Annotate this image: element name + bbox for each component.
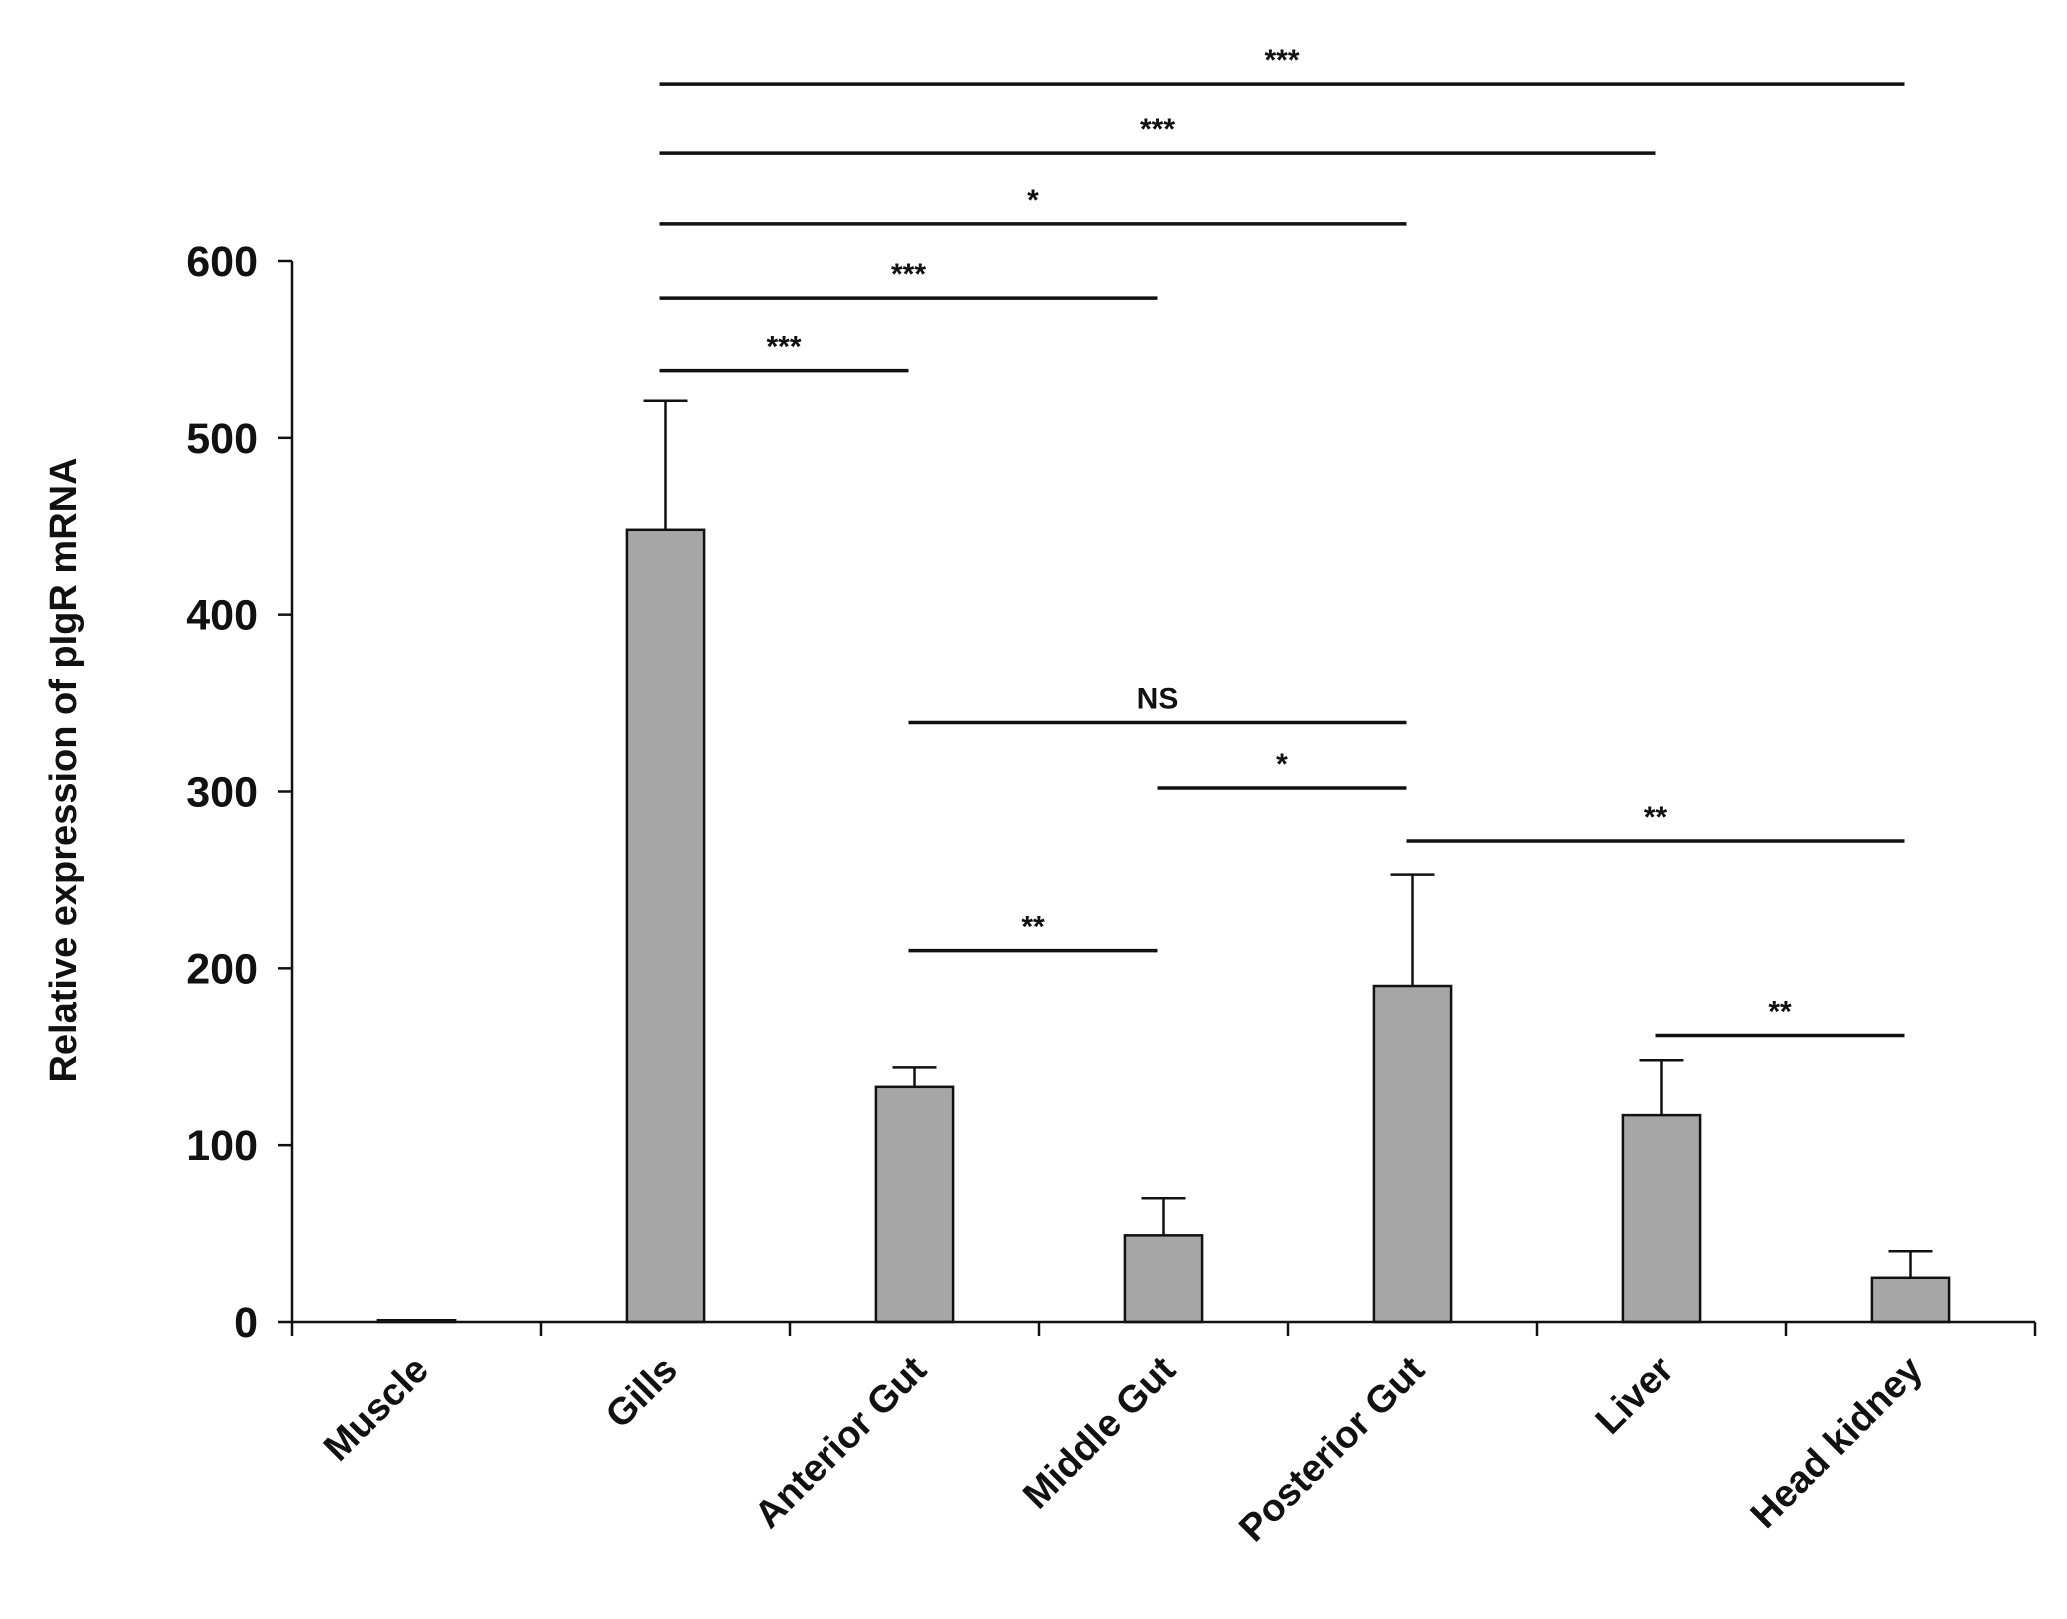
x-category-label: Muscle bbox=[316, 1349, 437, 1470]
bar-gills bbox=[625, 528, 706, 1324]
y-tick-label: 100 bbox=[186, 1122, 258, 1170]
error-bar-liver bbox=[1639, 1059, 1684, 1116]
error-bar-anterior-gut bbox=[892, 1066, 937, 1087]
error-bar-posterior-gut bbox=[1390, 873, 1435, 987]
x-category-label: Gills bbox=[598, 1349, 686, 1437]
significance-label: ** bbox=[1768, 996, 1792, 1029]
x-category-label: Anterior Gut bbox=[747, 1348, 935, 1536]
significance-label: ** bbox=[1644, 801, 1668, 834]
error-bar-head-kidney bbox=[1888, 1250, 1933, 1278]
significance-label: * bbox=[1027, 184, 1039, 217]
y-tick-label: 400 bbox=[186, 592, 258, 640]
significance-bracket: *** bbox=[659, 113, 1656, 155]
bar-middle-gut bbox=[1123, 1234, 1204, 1324]
y-tick-label: 600 bbox=[186, 238, 258, 286]
significance-label: NS bbox=[1137, 683, 1179, 716]
y-tick-label: 0 bbox=[234, 1299, 258, 1347]
y-tick-label: 500 bbox=[186, 415, 258, 463]
significance-bracket: NS bbox=[908, 683, 1407, 725]
y-axis-title: Relative expression of pIgR mRNA bbox=[43, 457, 85, 1082]
bar-head-kidney bbox=[1870, 1276, 1951, 1324]
x-category-label: Liver bbox=[1588, 1349, 1682, 1443]
error-bar-middle-gut bbox=[1141, 1196, 1186, 1236]
significance-bracket: *** bbox=[659, 258, 1158, 300]
significance-bracket: * bbox=[659, 184, 1407, 226]
significance-bracket: * bbox=[1157, 748, 1407, 790]
bar-liver bbox=[1621, 1113, 1702, 1324]
significance-bracket: ** bbox=[1655, 996, 1905, 1038]
significance-bracket: *** bbox=[659, 44, 1905, 86]
y-tick-label: 200 bbox=[186, 945, 258, 993]
significance-label: *** bbox=[766, 331, 801, 364]
axes: 0 100 200 300 400 500 600 Muscle Gills Anterior G… bbox=[186, 238, 2037, 1550]
significance-label: * bbox=[1276, 748, 1288, 781]
significance-label: *** bbox=[1264, 44, 1299, 77]
error-bar-gills bbox=[643, 399, 688, 530]
significance-label: *** bbox=[891, 258, 926, 291]
bar-posterior-gut bbox=[1372, 984, 1453, 1324]
significance-annotations: *************NS******* bbox=[659, 44, 1905, 1038]
error-bars bbox=[643, 399, 1933, 1278]
x-category-label: Posterior Gut bbox=[1231, 1348, 1433, 1550]
x-category-label: Middle Gut bbox=[1015, 1348, 1184, 1517]
x-category-label: Head kidney bbox=[1743, 1349, 1931, 1537]
significance-label: ** bbox=[1021, 911, 1045, 944]
significance-label: *** bbox=[1140, 113, 1175, 146]
significance-bracket: *** bbox=[659, 331, 909, 373]
significance-bracket: ** bbox=[1406, 801, 1905, 843]
bar-anterior-gut bbox=[874, 1085, 955, 1324]
y-tick-label: 300 bbox=[186, 769, 258, 817]
significance-bracket: ** bbox=[908, 911, 1158, 953]
